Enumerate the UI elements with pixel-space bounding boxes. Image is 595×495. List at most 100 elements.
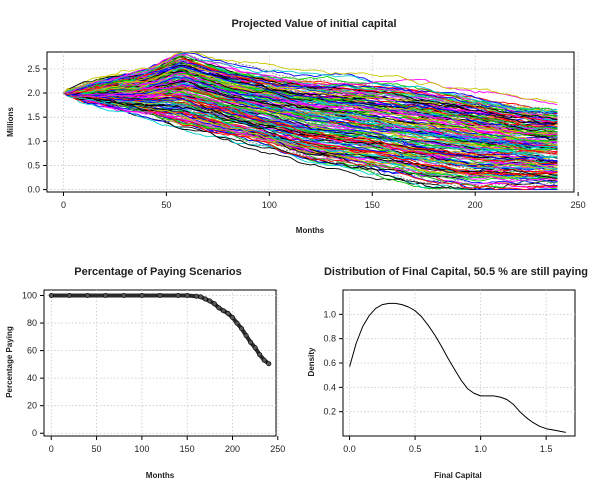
paying-point bbox=[261, 357, 267, 363]
x-tick-label: 200 bbox=[468, 200, 483, 210]
panel2-series-group bbox=[48, 292, 272, 367]
y-tick-label: 0 bbox=[32, 428, 37, 438]
paying-point bbox=[121, 292, 127, 298]
panel2-ticks: 0 50 100 150 200 250 0 20 40 60 80 100 bbox=[22, 291, 285, 454]
scenario-line bbox=[63, 66, 558, 121]
scenario-line bbox=[63, 86, 558, 143]
x-tick-label: 200 bbox=[225, 444, 240, 454]
paying-point bbox=[66, 292, 72, 298]
paying-point bbox=[139, 292, 145, 298]
paying-point bbox=[216, 305, 222, 311]
scenario-line bbox=[63, 53, 558, 117]
panel3-series-group bbox=[349, 302, 566, 433]
paying-point bbox=[202, 296, 208, 302]
x-tick-label: 250 bbox=[270, 444, 285, 454]
y-tick-label: 0.8 bbox=[323, 334, 336, 344]
paying-point bbox=[225, 310, 231, 316]
paying-point bbox=[211, 301, 217, 307]
x-tick-label: 0.5 bbox=[409, 444, 422, 454]
y-tick-label: 0.5 bbox=[27, 160, 40, 170]
scenario-line bbox=[63, 90, 558, 162]
panel2-frame bbox=[43, 289, 277, 437]
scenario-line bbox=[63, 52, 558, 117]
panel1-title: Projected Value of initial capital bbox=[231, 18, 396, 30]
scenario-line bbox=[63, 51, 558, 104]
paying-point bbox=[243, 332, 249, 338]
y-tick-label: 20 bbox=[27, 401, 37, 411]
y-tick-label: 2.0 bbox=[27, 88, 40, 98]
paying-point bbox=[198, 294, 204, 300]
x-tick-label: 50 bbox=[161, 200, 171, 210]
y-tick-label: 1.5 bbox=[27, 112, 40, 122]
scenario-line bbox=[63, 54, 558, 114]
paying-point bbox=[85, 292, 91, 298]
paying-point bbox=[48, 292, 54, 298]
paying-point bbox=[175, 292, 181, 298]
x-tick-label: 50 bbox=[92, 444, 102, 454]
y-tick-label: 100 bbox=[22, 291, 37, 301]
x-tick-label: 1.5 bbox=[540, 444, 553, 454]
scenario-line bbox=[63, 53, 558, 106]
y-tick-label: 0.2 bbox=[323, 407, 336, 417]
x-tick-label: 0 bbox=[49, 444, 54, 454]
y-tick-label: 0.4 bbox=[323, 382, 336, 392]
paying-point bbox=[184, 292, 190, 298]
panel3-grid bbox=[343, 290, 575, 436]
y-tick-label: 80 bbox=[27, 318, 37, 328]
paying-point bbox=[239, 326, 245, 332]
x-tick-label: 150 bbox=[180, 444, 195, 454]
panel2-y-axis-label: Percentage Paying bbox=[5, 326, 14, 398]
panel1-frame bbox=[46, 51, 575, 193]
paying-point bbox=[157, 292, 163, 298]
paying-point bbox=[207, 298, 213, 304]
paying-point bbox=[266, 361, 272, 367]
paying-point bbox=[257, 352, 263, 358]
paying-point bbox=[248, 339, 254, 345]
y-tick-label: 1.0 bbox=[27, 136, 40, 146]
panel3-x-axis-label: Final Capital bbox=[434, 471, 482, 480]
panel-paying-scenarios: Percentage of Paying Scenarios 0 50 100 150… bbox=[5, 266, 285, 480]
paying-point bbox=[234, 320, 240, 326]
panel2-title: Percentage of Paying Scenarios bbox=[74, 266, 242, 278]
x-tick-label: 0.0 bbox=[343, 444, 356, 454]
y-tick-label: 40 bbox=[27, 373, 37, 383]
panel1-series-group bbox=[63, 51, 558, 191]
y-tick-label: 60 bbox=[27, 346, 37, 356]
panel3-title: Distribution of Final Capital, 50.5 % ar… bbox=[324, 266, 588, 278]
paying-percentage-line bbox=[51, 293, 271, 366]
panel3-ticks: 0.0 0.5 1.0 1.5 0.2 0.4 0.6 0.8 1.0 bbox=[323, 309, 552, 454]
scenario-line bbox=[63, 56, 558, 123]
scenario-line bbox=[63, 53, 558, 113]
panel1-y-axis-label: Millions bbox=[6, 107, 15, 137]
panel1-ticks: 0 50 100 150 200 250 0.0 0.5 1.0 1.5 2.0 2.5 bbox=[27, 64, 585, 210]
x-tick-label: 100 bbox=[262, 200, 277, 210]
y-tick-label: 2.5 bbox=[27, 64, 40, 74]
paying-point bbox=[193, 293, 199, 299]
scenario-line bbox=[63, 73, 558, 135]
y-tick-label: 1.0 bbox=[323, 309, 336, 319]
scenario-line bbox=[63, 92, 558, 173]
paying-point bbox=[252, 345, 258, 351]
scenario-line bbox=[63, 61, 558, 119]
x-tick-label: 0 bbox=[61, 200, 66, 210]
panel1-x-axis-label: Months bbox=[296, 226, 325, 235]
x-tick-label: 100 bbox=[134, 444, 149, 454]
panel2-x-axis-label: Months bbox=[146, 471, 175, 480]
y-tick-label: 0.0 bbox=[27, 185, 40, 195]
paying-point bbox=[103, 292, 109, 298]
y-tick-label: 0.6 bbox=[323, 358, 336, 368]
scenario-line bbox=[63, 86, 558, 147]
density-curve bbox=[349, 302, 566, 433]
x-tick-label: 250 bbox=[571, 200, 586, 210]
panel-final-capital-distribution: Distribution of Final Capital, 50.5 % ar… bbox=[307, 266, 588, 480]
scenario-line bbox=[63, 59, 558, 119]
panel3-y-axis-label: Density bbox=[307, 347, 316, 376]
x-tick-label: 1.0 bbox=[474, 444, 487, 454]
paying-point bbox=[230, 314, 236, 320]
paying-point bbox=[220, 308, 226, 314]
x-tick-label: 150 bbox=[365, 200, 380, 210]
panel2-grid bbox=[44, 290, 279, 436]
panel-projected-value: Projected Value of initial capital 0 50 10… bbox=[6, 18, 586, 235]
scenario-line bbox=[63, 58, 558, 116]
